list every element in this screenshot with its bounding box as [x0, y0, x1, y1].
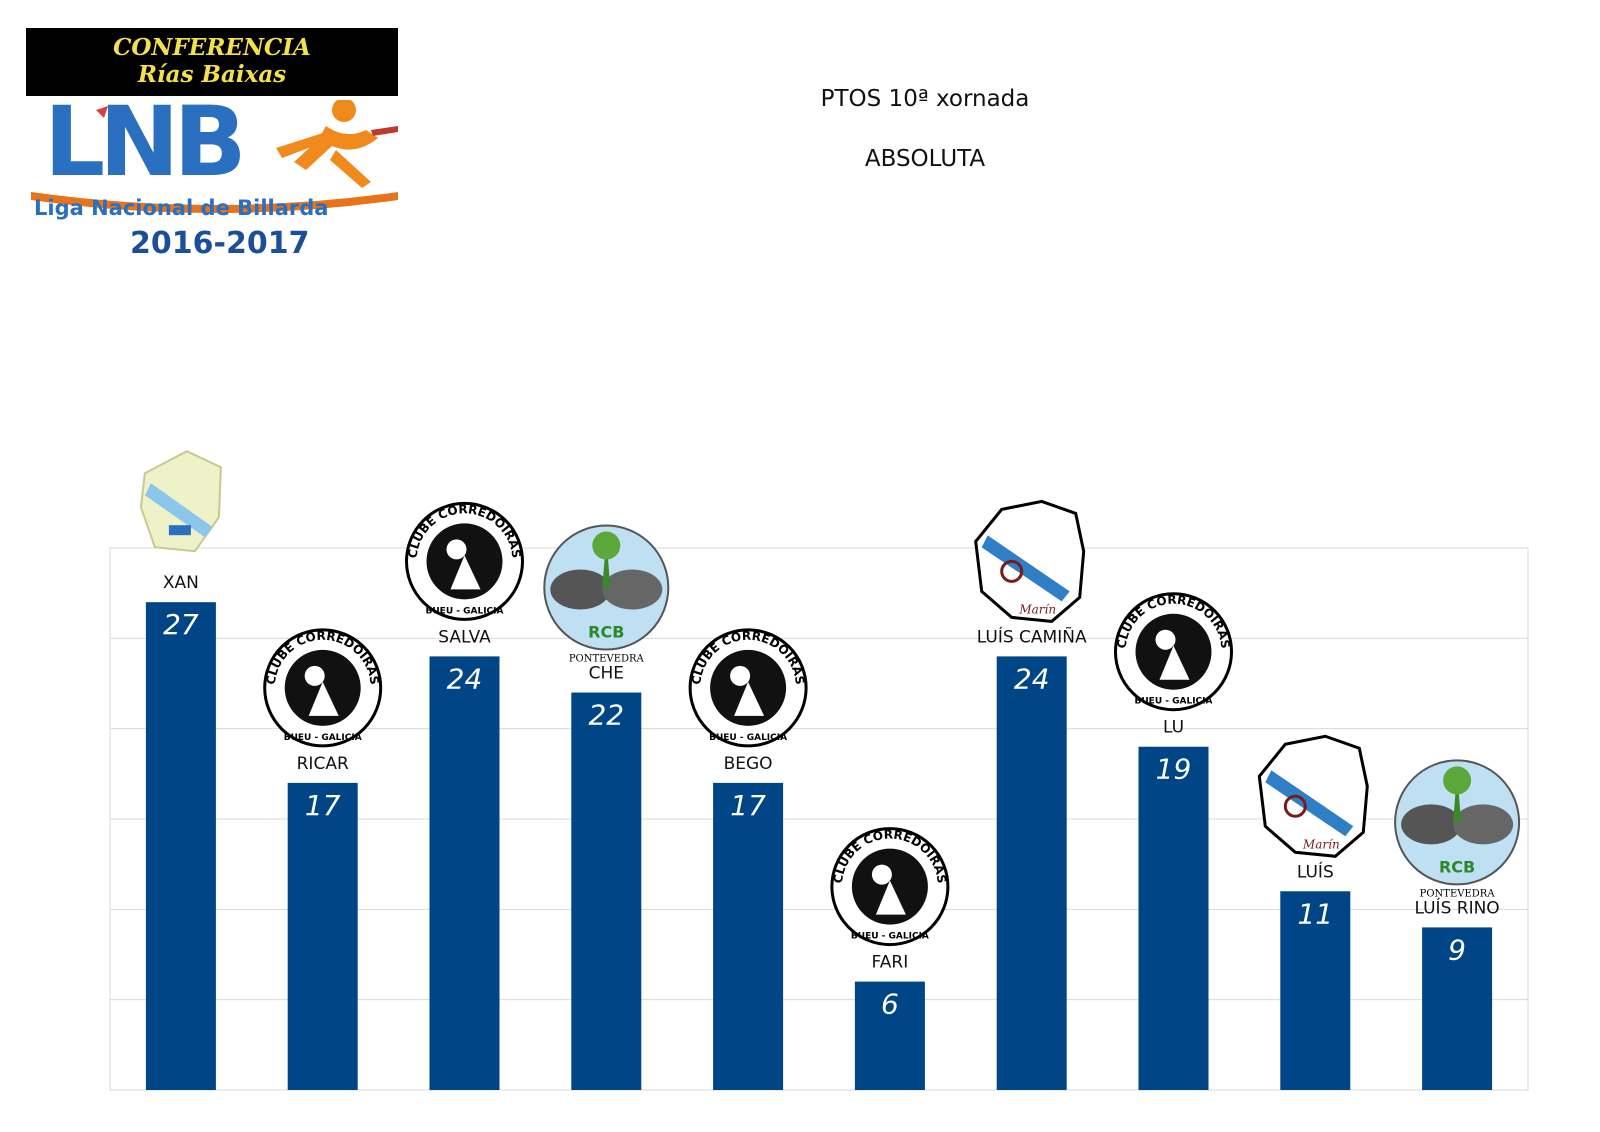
data-label: 24	[1014, 662, 1050, 695]
chart-subtitle: ABSOLUTA	[864, 146, 986, 172]
logo-text: RCB	[588, 623, 624, 642]
data-label: 24	[447, 662, 483, 695]
lua-e-forza-icon	[139, 450, 222, 553]
conference-line1: CONFERENCIA	[113, 34, 311, 61]
marin-galicia-map-icon: Marín	[1257, 734, 1369, 858]
bars: 27 XAN 17 RICAR 24 SALVA 22 CHE 17 BEGO 6 FARI 24 LUÍ…	[145, 573, 1500, 1090]
bar	[713, 782, 784, 1090]
rcb-pontevedra-icon: RCB PONTEVEDRA	[543, 524, 670, 665]
data-label: 19	[1156, 753, 1192, 786]
bar	[287, 782, 358, 1090]
logo-text: RCB	[1439, 857, 1475, 876]
category-label: SALVA	[438, 627, 491, 647]
category-label: CHE	[589, 664, 624, 684]
bar	[1280, 891, 1351, 1090]
logo-subtext: BUEU - GALICIA	[284, 733, 362, 743]
lnb-swoosh-icon	[31, 100, 398, 213]
season-label: 2016-2017	[130, 226, 310, 261]
bar	[854, 981, 925, 1090]
category-label: BEGO	[724, 754, 773, 774]
category-label: XAN	[163, 573, 199, 593]
logo-subtext: BUEU - GALICIA	[709, 733, 787, 743]
data-label: 17	[730, 789, 766, 822]
bar	[145, 602, 216, 1090]
chart-titles: PTOS 10ª xornada ABSOLUTA	[780, 86, 1070, 206]
bar	[1138, 746, 1209, 1090]
category-label: LUÍS RINO	[1414, 896, 1499, 918]
category-label: LUÍS	[1297, 860, 1334, 882]
bar	[996, 656, 1067, 1090]
data-label: 11	[1297, 897, 1333, 930]
logo-subtext: PONTEVEDRA	[1420, 888, 1496, 899]
data-label: 9	[1448, 933, 1466, 966]
logo-subtext: PONTEVEDRA	[569, 654, 645, 665]
logo-subtext: BUEU - GALICIA	[426, 606, 504, 616]
logo-text: Marín	[1302, 837, 1340, 851]
bar	[429, 656, 500, 1090]
lnb-letters: LNB	[44, 86, 247, 198]
rcb-pontevedra-icon: RCB PONTEVEDRA	[1394, 759, 1521, 899]
category-label: FARI	[872, 953, 909, 973]
data-label: 22	[588, 699, 624, 732]
conference-banner: CONFERENCIA Rías Baixas	[26, 28, 398, 96]
data-label: 6	[881, 988, 899, 1021]
chart-title: PTOS 10ª xornada	[820, 86, 1030, 112]
league-name: Liga Nacional de Billarda	[34, 196, 329, 220]
data-label: 17	[305, 789, 341, 822]
logo-subtext: BUEU - GALICIA	[851, 932, 929, 942]
bar	[1422, 927, 1493, 1090]
lnb-header-logo: CONFERENCIA Rías Baixas LNB Liga Naciona…	[26, 28, 406, 268]
logo-text: Marín	[1018, 602, 1056, 616]
category-label: LU	[1163, 718, 1184, 738]
logo-subtext: BUEU - GALICIA	[1135, 697, 1213, 707]
conference-line2: Rías Baixas	[137, 61, 287, 88]
marin-galicia-map-icon: Marín	[974, 499, 1086, 623]
data-label: 27	[163, 608, 199, 641]
category-label: LUÍS CAMIÑA	[977, 625, 1087, 647]
bar	[571, 692, 642, 1090]
category-label: RICAR	[297, 754, 349, 774]
